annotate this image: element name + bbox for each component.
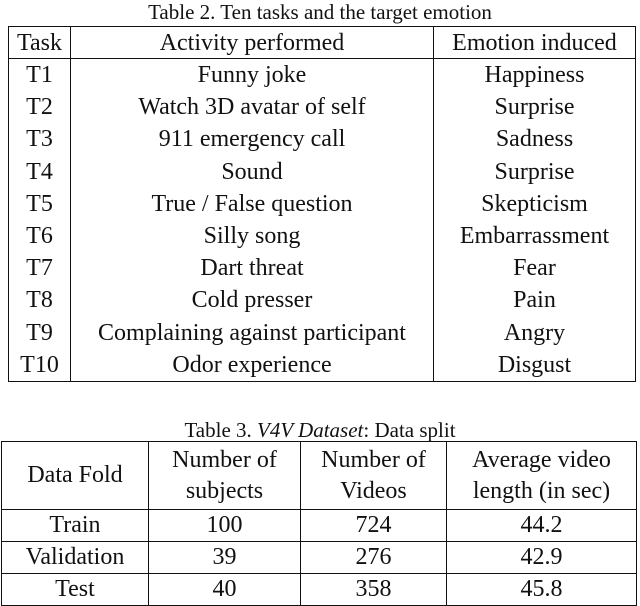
- table3-header-row: Data Fold Number of subjects Number of Video…: [1, 441, 637, 510]
- table-cell: Disgust: [433, 348, 636, 382]
- table-cell: Embarrassment: [433, 219, 636, 253]
- table-cell: T4: [8, 155, 71, 188]
- table-cell: Pain: [433, 284, 636, 317]
- table-cell: Surprise: [433, 155, 636, 188]
- table-cell: Silly song: [70, 219, 434, 253]
- table2-header-cell: Task: [8, 26, 71, 59]
- table-cell: 276: [300, 541, 447, 574]
- table-cell: 100: [148, 509, 301, 542]
- header-line: Number of: [172, 446, 277, 473]
- table-row: T5 True / False question Skepticism: [8, 187, 636, 220]
- table-cell: 42.9: [446, 541, 637, 574]
- table-cell: Funny joke: [70, 58, 434, 92]
- table3-header-cell: Data Fold: [1, 441, 149, 510]
- header-line: Data Fold: [27, 462, 123, 488]
- table-row: Train 100 724 44.2: [1, 509, 637, 542]
- table3-header-cell: Number of Videos: [300, 441, 447, 510]
- table-cell: T2: [8, 91, 71, 124]
- caption-dataset-name: V4V Dataset: [257, 418, 364, 442]
- table3-header-cell: Number of subjects: [148, 441, 301, 510]
- table-cell: Complaining against participant: [70, 316, 434, 349]
- table-cell: T5: [8, 187, 71, 220]
- table-cell: T9: [8, 316, 71, 349]
- table3-header-cell: Average video length (in sec): [446, 441, 637, 510]
- table-cell: Train: [1, 509, 149, 542]
- table-cell: 724: [300, 509, 447, 542]
- table-row: T3 911 emergency call Sadness: [8, 123, 636, 156]
- table-cell: 44.2: [446, 509, 637, 542]
- header-line: Videos: [340, 477, 407, 504]
- table-cell: Validation: [1, 541, 149, 574]
- table-row: T8 Cold presser Pain: [8, 284, 636, 317]
- table-cell: T1: [8, 58, 71, 92]
- table3-data-split: Data Fold Number of subjects Number of Video…: [1, 441, 637, 606]
- table-cell: Cold presser: [70, 284, 434, 317]
- table-row: Validation 39 276 42.9: [1, 541, 637, 574]
- table2-header-row: Task Activity performed Emotion induced: [8, 26, 636, 59]
- table-row: T1 Funny joke Happiness: [8, 58, 636, 92]
- table-cell: T8: [8, 284, 71, 317]
- table2-tasks-emotions: Task Activity performed Emotion induced T1…: [8, 26, 636, 382]
- table-cell: T7: [8, 252, 71, 285]
- table-cell: Sadness: [433, 123, 636, 156]
- table-row: T9 Complaining against participant Angry: [8, 316, 636, 349]
- table-cell: Happiness: [433, 58, 636, 92]
- table-row: T6 Silly song Embarrassment: [8, 219, 636, 253]
- table-row: T7 Dart threat Fear: [8, 252, 636, 285]
- table3-caption: Table 3. V4V Dataset: Data split: [0, 419, 640, 441]
- table-cell: T3: [8, 123, 71, 156]
- table3-body: Train 100 724 44.2 Validation 39 276 42.9 Test 40…: [1, 509, 637, 606]
- table-cell: Odor experience: [70, 348, 434, 382]
- table2-header-cell: Activity performed: [70, 26, 434, 59]
- table-cell: 911 emergency call: [70, 123, 434, 156]
- header-line: subjects: [185, 477, 264, 504]
- header-line: length (in sec): [472, 477, 611, 504]
- caption-prefix: Table 3.: [184, 418, 258, 442]
- table-cell: Watch 3D avatar of self: [70, 91, 434, 124]
- table-cell: Skepticism: [433, 187, 636, 220]
- table-cell: Fear: [433, 252, 636, 285]
- table-row: T2 Watch 3D avatar of self Surprise: [8, 91, 636, 124]
- table-cell: T6: [8, 219, 71, 253]
- table2-caption: Table 2. Ten tasks and the target emotio…: [148, 0, 492, 24]
- table-cell: Dart threat: [70, 252, 434, 285]
- table-cell: Surprise: [433, 91, 636, 124]
- table2-body: T1 Funny joke Happiness T2 Watch 3D avatar o…: [8, 58, 636, 382]
- table-row: T4 Sound Surprise: [8, 155, 636, 188]
- header-line: Number of: [321, 446, 426, 473]
- header-line: Average video: [472, 446, 611, 473]
- table-cell: Sound: [70, 155, 434, 188]
- table-cell: Angry: [433, 316, 636, 349]
- table-cell: T10: [8, 348, 71, 382]
- table-cell: True / False question: [70, 187, 434, 220]
- table-cell: 39: [148, 541, 301, 574]
- table-row: T10 Odor experience Disgust: [8, 348, 636, 382]
- caption-suffix: : Data split: [363, 418, 456, 442]
- table2-header-cell: Emotion induced: [433, 26, 636, 59]
